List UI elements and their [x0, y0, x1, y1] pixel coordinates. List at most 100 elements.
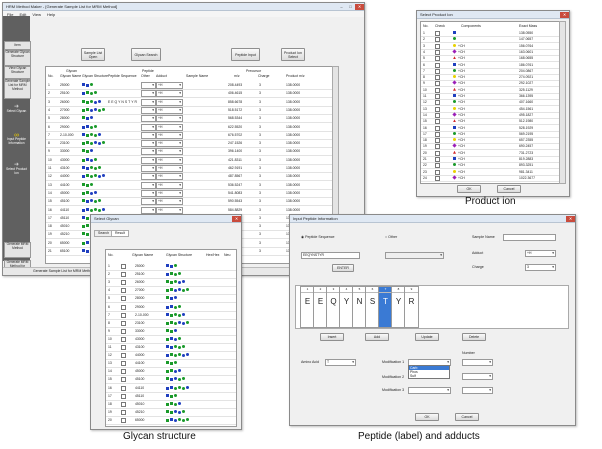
table-row[interactable]: 6 29000 [106, 303, 236, 312]
row-checkbox[interactable] [435, 100, 440, 106]
other-dropdown[interactable] [141, 165, 156, 172]
row-checkbox[interactable] [435, 150, 440, 156]
other-dropdown[interactable] [141, 115, 156, 123]
adduct-dropdown[interactable]: +H [156, 98, 183, 106]
number-1-dropdown[interactable] [462, 359, 493, 366]
adduct-dropdown[interactable]: +H [156, 189, 183, 197]
table-row[interactable]: 5 28000 +H 568.5344 3 138.0000 [46, 114, 333, 124]
list-item[interactable]: 20 +CH 731.2723 [421, 150, 559, 157]
table-row[interactable]: 10 43000 +H 421.8311 3 138.0000 [46, 156, 333, 165]
row-checkbox[interactable] [435, 56, 440, 62]
sidebar-item-select-glycan[interactable]: ➜ Select Glycan [4, 104, 29, 126]
sidebar-item-select-product-ion[interactable]: ➜ Select Product Ion [4, 162, 29, 186]
adduct-dropdown[interactable]: +H [156, 206, 183, 214]
sidebar-item-generate-sample-list[interactable]: Generate Sample List for MRM Method [4, 79, 31, 99]
list-item[interactable]: 5 +CH 168.0655 [421, 55, 559, 63]
row-checkbox[interactable] [435, 87, 440, 93]
sidebar-item-input-peptide[interactable]: ∞ Input Peptide Information [4, 132, 29, 158]
row-checkbox[interactable] [435, 81, 440, 87]
menu-file[interactable]: File [7, 11, 14, 17]
sample-name-input[interactable] [503, 234, 556, 241]
table-row[interactable]: 8 23100 +H 247.1526 3 138.0000 [46, 139, 333, 149]
row-checkbox[interactable] [435, 163, 440, 169]
adduct-dropdown[interactable]: +H [156, 131, 183, 139]
adduct-dropdown[interactable]: +H [156, 198, 183, 206]
other-dropdown[interactable] [141, 98, 156, 106]
modification-3-dropdown[interactable] [408, 387, 451, 394]
list-item[interactable]: 23 +CH 981.3411 [421, 169, 559, 176]
table-row[interactable]: 19 45210 [106, 408, 236, 417]
maximize-icon[interactable]: □ [349, 3, 352, 9]
list-item[interactable]: 13 +CH 454.1561 [421, 106, 559, 113]
list-item[interactable]: 17 +CH 569.2195 [421, 131, 559, 138]
list-item[interactable]: 11 +CH 366.1395 [421, 93, 559, 100]
table-row[interactable]: 8 23100 [106, 319, 236, 328]
row-checkbox[interactable] [435, 94, 440, 99]
row-checkbox[interactable] [435, 119, 440, 125]
table-row[interactable]: 9 33000 +H 396.1400 3 138.0000 [46, 147, 333, 157]
table-row[interactable]: 20 65000 [106, 416, 236, 425]
menu-help[interactable]: Help [46, 11, 56, 17]
row-checkbox[interactable] [435, 43, 440, 49]
adduct-dropdown[interactable]: +H [156, 82, 183, 89]
peptide-sequence-radio[interactable]: ◉ Peptide Sequence [301, 235, 335, 239]
row-checkbox[interactable] [121, 296, 126, 302]
charge-dropdown[interactable]: 3 [525, 264, 556, 271]
row-checkbox[interactable] [121, 409, 126, 415]
other-dropdown[interactable] [141, 140, 156, 148]
delete-button[interactable]: Delete [462, 333, 486, 341]
row-checkbox[interactable] [121, 320, 126, 326]
product-cancel-button[interactable]: Cancel [497, 185, 521, 193]
row-checkbox[interactable] [121, 393, 126, 399]
other-dropdown[interactable] [141, 173, 156, 181]
number-2-dropdown[interactable] [462, 373, 493, 380]
row-checkbox[interactable] [121, 361, 126, 367]
row-checkbox[interactable] [121, 369, 126, 375]
adduct-dropdown[interactable]: +H [156, 156, 183, 164]
table-row[interactable]: 13 44100 +H 536.5247 3 138.0000 [46, 181, 333, 190]
other-dropdown[interactable] [141, 198, 156, 206]
close-icon[interactable]: ✕ [560, 11, 569, 18]
tab-result[interactable]: Result [111, 230, 129, 237]
row-checkbox[interactable] [435, 169, 440, 175]
close-icon[interactable]: ✕ [232, 215, 241, 222]
table-row[interactable]: 12 44000 +H 487.8567 3 138.0000 [46, 172, 333, 182]
row-checkbox[interactable] [121, 417, 126, 423]
other-dropdown[interactable] [141, 189, 156, 197]
table-row[interactable]: 4 27000 [106, 286, 236, 296]
peptide-input-button[interactable]: Peptide Input [231, 48, 260, 61]
row-checkbox[interactable] [121, 312, 126, 318]
mod-option[interactable]: Carb [409, 366, 449, 370]
list-item[interactable]: 3 +CH 156.0764 [421, 43, 559, 50]
row-checkbox[interactable] [435, 62, 440, 68]
row-checkbox[interactable] [121, 280, 126, 286]
number-3-dropdown[interactable] [462, 387, 493, 394]
list-item[interactable]: 24 +CH 1022.3677 [421, 175, 559, 182]
table-row[interactable]: 6 29000 +H 622.5520 3 138.0000 [46, 123, 333, 132]
other-dropdown[interactable] [141, 181, 156, 189]
minimize-icon[interactable]: – [340, 3, 343, 9]
list-item[interactable]: 8 +CH 274.0921 [421, 74, 559, 82]
row-checkbox[interactable] [435, 75, 440, 81]
table-row[interactable]: 13 44100 [106, 359, 236, 369]
sidebar-item-generate-mrm[interactable]: Generate MRM Method [4, 242, 31, 258]
close-icon[interactable]: ✕ [566, 215, 575, 222]
list-item[interactable]: 4 +CH 163.0601 [421, 49, 559, 56]
row-checkbox[interactable] [435, 31, 440, 36]
table-row[interactable]: 16 44110 +H 584.8829 3 138.0000 [46, 206, 333, 215]
other-dropdown[interactable] [385, 252, 444, 259]
table-row[interactable]: 10 43000 [106, 335, 236, 344]
adduct-dropdown[interactable]: +H [156, 165, 183, 172]
list-item[interactable]: 16 +CH 528.1929 [421, 125, 559, 132]
adduct-dropdown[interactable]: +H [156, 90, 183, 98]
list-item[interactable]: 18 +CH 657.2355 [421, 137, 559, 145]
adduct-dropdown[interactable]: +H [156, 106, 183, 114]
table-row[interactable]: 1 25000 +H 208.4493 3 138.0000 [46, 81, 333, 90]
row-checkbox[interactable] [435, 125, 440, 131]
peptide-ok-button[interactable]: OK [415, 413, 439, 421]
other-radio[interactable]: ○ Other [385, 235, 398, 239]
list-item[interactable]: 9 +CH 292.1027 [421, 80, 559, 88]
sidebar-item-generate-glycan[interactable]: Generate Glycan Structure [4, 50, 31, 66]
row-checkbox[interactable] [121, 401, 126, 407]
